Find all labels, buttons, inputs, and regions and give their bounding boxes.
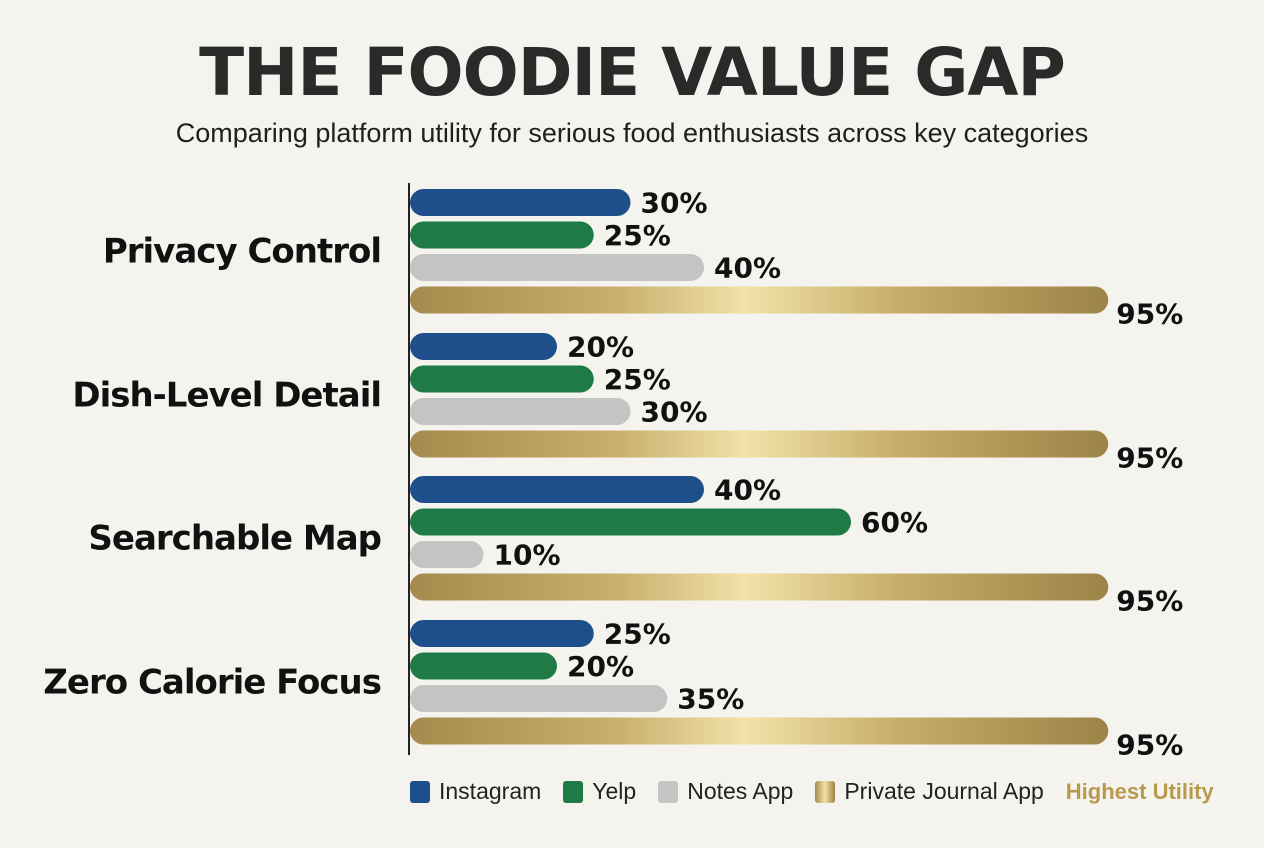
bar-notes-app-privacy-control: [410, 254, 704, 281]
category-label-zero-calorie-focus: Zero Calorie Focus: [43, 663, 381, 703]
legend-item-yelp: Yelp: [563, 778, 636, 805]
legend-swatch-instagram: [410, 780, 430, 803]
bar-yelp-dish-level-detail: [410, 365, 594, 393]
value-label-instagram-zero-calorie-focus: 25%: [604, 618, 671, 651]
value-label-yelp-privacy-control: 25%: [604, 219, 671, 252]
legend-item-journal: Private Journal App: [815, 778, 1044, 805]
bar-instagram-privacy-control: [410, 189, 631, 216]
value-label-instagram-dish-level-detail: 20%: [567, 331, 634, 364]
legend-swatch-journal: [815, 780, 836, 803]
value-label-instagram-searchable-map: 40%: [714, 474, 781, 507]
legend-swatch-yelp: [563, 780, 584, 803]
bar-private-journal-app-dish-level-detail: [410, 430, 1109, 458]
value-label-private-journal-app-searchable-map: 95%: [1116, 585, 1183, 618]
legend-label-journal: Private Journal App: [844, 778, 1044, 804]
legend: Instagram Yelp Notes App Private Journal…: [410, 778, 1214, 805]
legend-item-instagram: Instagram: [410, 778, 541, 805]
bar-private-journal-app-searchable-map: [410, 573, 1109, 601]
bar-notes-app-searchable-map: [410, 541, 484, 568]
category-label-searchable-map: Searchable Map: [88, 519, 381, 559]
legend-highlight-note: Highest Utility: [1065, 778, 1214, 804]
value-label-notes-app-dish-level-detail: 30%: [641, 396, 708, 429]
value-label-yelp-searchable-map: 60%: [861, 506, 928, 539]
bar-instagram-dish-level-detail: [410, 333, 557, 360]
bar-notes-app-dish-level-detail: [410, 398, 631, 425]
legend-swatch-notes: [658, 780, 679, 803]
value-label-notes-app-privacy-control: 40%: [714, 252, 781, 285]
bar-private-journal-app-zero-calorie-focus: [410, 717, 1109, 745]
bar-private-journal-app-privacy-control: [410, 286, 1109, 314]
chart-title: THE FOODIE VALUE GAP: [199, 34, 1066, 111]
bar-yelp-searchable-map: [410, 508, 851, 536]
value-label-yelp-dish-level-detail: 25%: [604, 363, 671, 396]
bar-yelp-privacy-control: [410, 221, 594, 249]
chart-subtitle: Comparing platform utility for serious f…: [175, 118, 1089, 148]
category-label-dish-level-detail: Dish-Level Detail: [72, 376, 381, 416]
legend-label-instagram: Instagram: [439, 778, 542, 804]
value-label-instagram-privacy-control: 30%: [641, 187, 708, 220]
value-label-private-journal-app-zero-calorie-focus: 95%: [1116, 729, 1183, 762]
value-label-notes-app-zero-calorie-focus: 35%: [677, 683, 744, 716]
bar-instagram-zero-calorie-focus: [410, 620, 594, 647]
category-label-privacy-control: Privacy Control: [103, 232, 381, 272]
value-label-private-journal-app-dish-level-detail: 95%: [1116, 442, 1183, 475]
bar-instagram-searchable-map: [410, 476, 704, 503]
value-label-notes-app-searchable-map: 10%: [494, 539, 561, 572]
legend-label-yelp: Yelp: [592, 778, 637, 804]
bar-yelp-zero-calorie-focus: [410, 652, 557, 680]
bar-notes-app-zero-calorie-focus: [410, 685, 668, 712]
value-label-yelp-zero-calorie-focus: 20%: [567, 650, 634, 683]
legend-label-notes: Notes App: [687, 778, 794, 804]
value-label-private-journal-app-privacy-control: 95%: [1116, 298, 1183, 331]
legend-item-notes: Notes App: [658, 778, 793, 805]
